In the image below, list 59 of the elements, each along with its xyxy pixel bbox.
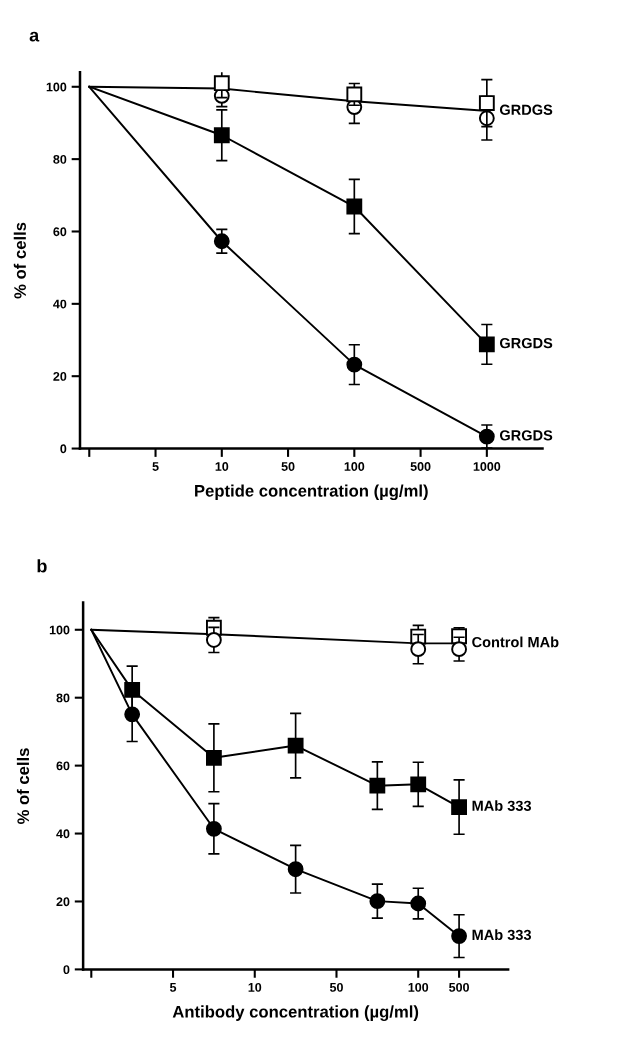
point <box>124 681 141 698</box>
point <box>213 233 230 250</box>
x-tick-label: 50 <box>329 982 343 992</box>
y-tick-label: 20 <box>53 371 67 381</box>
point <box>478 95 495 111</box>
x-tick-label: 100 <box>344 462 365 471</box>
point <box>205 632 222 648</box>
x-tick-label: 500 <box>410 462 431 471</box>
x-tick-label: 5 <box>169 983 177 992</box>
point <box>478 336 495 353</box>
point <box>410 895 427 912</box>
y-tick-label: 80 <box>56 693 70 703</box>
point <box>205 749 222 766</box>
x-tick-label: 5 <box>152 462 159 471</box>
y-tick-label: 40 <box>53 299 67 309</box>
annotation: GRGDS <box>499 430 553 441</box>
chart-title: b <box>37 559 47 573</box>
x-tick-label: 50 <box>281 462 295 471</box>
point <box>213 75 230 92</box>
y-tick-label: 100 <box>46 82 67 92</box>
chart-title: a <box>29 31 40 42</box>
y-tick-label: 20 <box>56 897 70 907</box>
point <box>213 127 230 144</box>
x-axis-title: Antibody concentration (µg/ml) <box>172 1005 419 1021</box>
point <box>478 428 495 445</box>
y-tick-label: 0 <box>60 444 67 454</box>
x-axis-title: Peptide concentration (µg/ml) <box>195 484 428 501</box>
point <box>124 706 141 723</box>
x-tick-label: 10 <box>248 982 262 992</box>
x-tick-label: 10 <box>215 462 229 471</box>
y-tick-label: 60 <box>53 227 67 237</box>
y-tick-label: 40 <box>56 829 70 839</box>
point <box>205 820 222 837</box>
point <box>369 893 386 910</box>
x-tick-label: 100 <box>408 982 429 992</box>
point <box>346 86 363 103</box>
point <box>410 641 427 658</box>
point <box>369 777 386 794</box>
annotation: Control MAb <box>472 636 559 648</box>
annotation: MAb 333 <box>472 929 532 941</box>
point <box>287 861 304 878</box>
y-tick-label: 0 <box>63 965 70 975</box>
point <box>451 799 467 815</box>
y-axis-title: % of cells <box>16 748 30 825</box>
point <box>346 198 363 215</box>
annotation: MAb 333 <box>472 800 532 811</box>
annotation: GRGDS <box>499 337 553 349</box>
y-tick-label: 80 <box>53 154 67 164</box>
point <box>346 356 363 373</box>
x-tick-label: 500 <box>449 982 469 992</box>
point <box>410 776 427 793</box>
point <box>451 641 467 658</box>
y-tick-label: 60 <box>56 761 70 771</box>
x-tick-label: 1000 <box>473 462 501 471</box>
y-axis-title: % of cells <box>13 222 26 299</box>
y-tick-label: 100 <box>49 625 70 635</box>
annotation: GRDGS <box>499 104 553 115</box>
point <box>451 928 467 945</box>
point <box>287 737 304 754</box>
